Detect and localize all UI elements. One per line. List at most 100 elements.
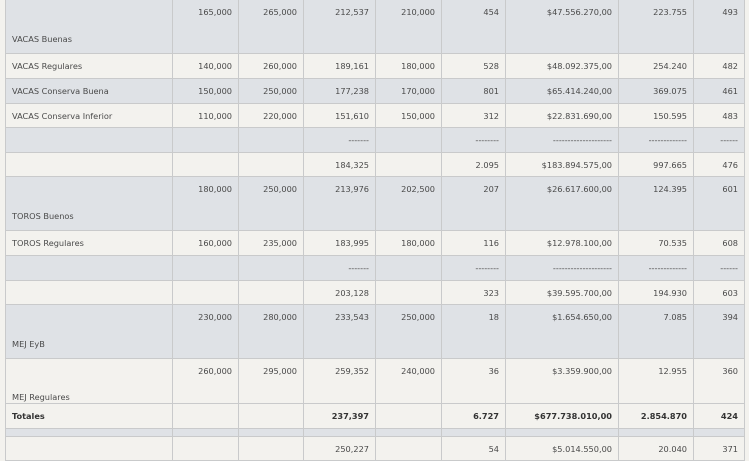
cell: 233,543 xyxy=(303,304,376,359)
cell: $39.595.700,00 xyxy=(505,280,619,305)
table-row: TOROS Buenos 180,000 250,000 213,976 202,500… xyxy=(5,176,745,231)
cell: 20.040 xyxy=(618,436,694,461)
cell: 160,000 xyxy=(172,230,239,256)
cell xyxy=(172,280,239,305)
row-label: TOROS Buenos xyxy=(5,176,173,231)
cell: $5.014.550,00 xyxy=(505,436,619,461)
cell: 454 xyxy=(441,0,506,54)
cell: 116 xyxy=(441,230,506,256)
cell: ------ xyxy=(693,255,745,281)
cell: 124.395 xyxy=(618,176,694,231)
cell: 212,537 xyxy=(303,0,376,54)
cell: 110,000 xyxy=(172,103,239,128)
totals-table: Totales 237,397 6.727 $677.738.010,00 2.… xyxy=(5,403,745,429)
cell: 213,976 xyxy=(303,176,376,231)
cell: 203,128 xyxy=(303,280,376,305)
cell xyxy=(172,152,239,177)
cell: 801 xyxy=(441,78,506,104)
cell xyxy=(238,280,304,305)
row-label: MEJ EyB xyxy=(5,304,173,359)
table-row: MEJ EyB 230,000 280,000 233,543 250,000 18 $1.… xyxy=(5,304,745,359)
cell: 312 xyxy=(441,103,506,128)
cell: 482 xyxy=(693,53,745,79)
cell xyxy=(375,255,442,281)
cell: -------------------- xyxy=(505,127,619,153)
cell: 18 xyxy=(441,304,506,359)
cell: -------------------- xyxy=(505,255,619,281)
cell xyxy=(375,127,442,153)
cell: $22.831.690,00 xyxy=(505,103,619,128)
cell: 177,238 xyxy=(303,78,376,104)
cell: 260,000 xyxy=(238,53,304,79)
cell xyxy=(238,127,304,153)
cell xyxy=(172,403,239,429)
cell: 207 xyxy=(441,176,506,231)
totals-row: Totales 237,397 6.727 $677.738.010,00 2.… xyxy=(5,403,745,429)
cell: 235,000 xyxy=(238,230,304,256)
cell: 250,000 xyxy=(238,176,304,231)
cell xyxy=(375,280,442,305)
cell: 165,000 xyxy=(172,0,239,54)
table-row: VACAS Buenas 165,000 265,000 212,537 210,000… xyxy=(5,0,745,54)
table-row: 184,325 2.095 $183.894.575,00 997.665 476 xyxy=(5,152,745,177)
cell: 70.535 xyxy=(618,230,694,256)
cell: 424 xyxy=(693,403,745,429)
cell: 180,000 xyxy=(375,230,442,256)
cell: 140,000 xyxy=(172,53,239,79)
cell xyxy=(375,152,442,177)
table-row: VACAS Conserva Buena 150,000 250,000 177,23… xyxy=(5,78,745,104)
cell: 280,000 xyxy=(238,304,304,359)
row-label xyxy=(5,127,173,153)
cell: $26.617.600,00 xyxy=(505,176,619,231)
cell: 189,161 xyxy=(303,53,376,79)
cell: ------------- xyxy=(618,255,694,281)
cell xyxy=(172,255,239,281)
cell: 493 xyxy=(693,0,745,54)
cell: 601 xyxy=(693,176,745,231)
cell: $65.414.240,00 xyxy=(505,78,619,104)
cell: $183.894.575,00 xyxy=(505,152,619,177)
cell: 461 xyxy=(693,78,745,104)
cell: $12.978.100,00 xyxy=(505,230,619,256)
cell xyxy=(238,152,304,177)
cell: 180,000 xyxy=(375,53,442,79)
cell: 323 xyxy=(441,280,506,305)
cell: 265,000 xyxy=(238,0,304,54)
cell: 250,227 xyxy=(303,436,376,461)
cell: 608 xyxy=(693,230,745,256)
cell: 223.755 xyxy=(618,0,694,54)
cell: $677.738.010,00 xyxy=(505,403,619,429)
cell: 2.095 xyxy=(441,152,506,177)
cell xyxy=(238,403,304,429)
cell xyxy=(375,436,442,461)
table-row: VACAS Regulares 140,000 260,000 189,161 180,… xyxy=(5,53,745,79)
cell: 6.727 xyxy=(441,403,506,429)
table-row: ----------------------------------------… xyxy=(5,255,745,281)
table-row: TOROS Regulares 160,000 235,000 183,995 180,… xyxy=(5,230,745,256)
cell: -------- xyxy=(441,255,506,281)
row-label xyxy=(5,255,173,281)
cell: 997.665 xyxy=(618,152,694,177)
cell xyxy=(375,403,442,429)
row-label: VACAS Conserva Buena xyxy=(5,78,173,104)
table-row: VACAS Conserva Inferior 110,000 220,000 151… xyxy=(5,103,745,128)
cell: 194.930 xyxy=(618,280,694,305)
cell: 476 xyxy=(693,152,745,177)
table-row: 250,227 54 $5.014.550,00 20.040 371 xyxy=(5,436,745,461)
cell: 54 xyxy=(441,436,506,461)
cell: -------- xyxy=(441,127,506,153)
cell: ------ xyxy=(693,127,745,153)
cell: 371 xyxy=(693,436,745,461)
cell: 7.085 xyxy=(618,304,694,359)
cell xyxy=(172,436,239,461)
table-row: 203,128 323 $39.595.700,00 194.930 603 xyxy=(5,280,745,305)
cell: 150,000 xyxy=(172,78,239,104)
cell: 394 xyxy=(693,304,745,359)
cell: 230,000 xyxy=(172,304,239,359)
totals-label: Totales xyxy=(5,403,173,429)
cell: 150.595 xyxy=(618,103,694,128)
cell: 202,500 xyxy=(375,176,442,231)
row-label: TOROS Regulares xyxy=(5,230,173,256)
table-row: ----------------------------------------… xyxy=(5,127,745,153)
cell: 180,000 xyxy=(172,176,239,231)
